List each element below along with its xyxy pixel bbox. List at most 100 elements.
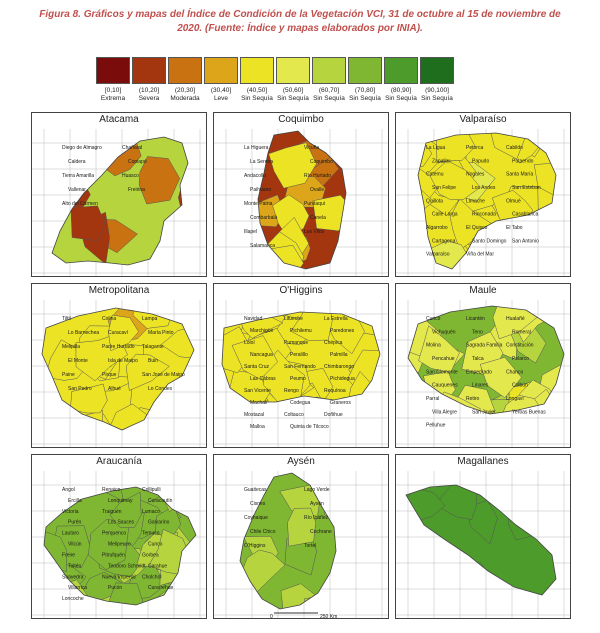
commune-label: Paine [62,372,75,378]
map-panel: La Higuera Vicuña La Serena Coquimbo Andacol… [213,112,389,277]
commune-label: Ovalle [310,187,324,193]
commune-label: Lo Condes [148,386,173,392]
region-title: Magallanes [457,456,509,467]
commune-label: Vilcún [68,542,82,548]
legend-class: Severa [138,94,160,102]
legend-swatch [168,57,202,84]
commune-label: Las Cabras [250,376,276,382]
commune-label: Río Hurtado [304,173,331,179]
legend-class: Sin Sequía [277,94,309,102]
commune-label: Litueche [284,316,303,322]
commune-label: Teno [472,329,483,335]
legend-label: (20,30] Moderada [162,87,208,102]
commune-label: Graneros [330,400,351,406]
legend-class: Sin Sequía [385,94,417,102]
region-map: La Ligua Petorca Cabildo Zapallar Papudo Puta… [396,129,570,276]
region-outline [51,136,189,266]
commune-label: La Higuera [244,145,269,151]
commune-label: Chile Chico [250,529,276,535]
commune-label: Peumo [290,376,306,382]
commune-label: Canela [310,215,326,221]
commune-label: Los Vilos [304,229,325,235]
commune-label: Malloa [250,424,265,430]
commune-label: Alto del Carmen [62,201,98,207]
commune-label: Tiltil [62,316,71,322]
commune-label: Lautaro [62,531,79,537]
commune-label: Lampa [142,316,158,322]
commune-shape [108,314,139,351]
commune-label: Cauquenes [432,383,458,389]
commune-label: Pelarco [512,356,529,362]
legend-range: (30,40] [210,87,232,94]
commune-label: Cochrane [310,529,332,535]
commune-label: Alhué [108,386,121,392]
commune-label: María Pinto [148,330,174,336]
commune-shape [164,415,194,430]
commune-shape [70,205,106,242]
commune-label: Victoria [62,509,79,515]
commune-shape [105,403,155,430]
commune-label: Valparaíso [426,252,450,258]
commune-label: Lolol [244,340,255,346]
commune-label: Buin [148,358,158,364]
commune-shape [159,222,188,265]
commune-label: Hualañé [506,316,525,322]
region-title: Maule [469,285,497,296]
commune-label: Licantén [466,316,485,322]
commune-label: Quinta de Tilcoco [290,424,329,430]
commune-label: Cunco [148,542,163,548]
region-outline [41,307,195,431]
legend-label: [0,10] Extrema [90,87,136,102]
commune-label: Pitrufquén [102,552,125,558]
commune-label: Peralillo [290,352,308,358]
region-title: Metropolitana [88,285,150,296]
legend-range: (50,60] [282,87,304,94]
commune-shape [280,583,324,609]
commune-label: Angol [62,487,75,493]
commune-shape [287,507,316,547]
commune-label: Longaví [506,396,524,402]
commune-label: Diego de Almagro [62,145,102,151]
legend-swatch [384,57,418,84]
commune-label: Vicuña [304,145,319,151]
commune-label: Tortel [304,543,316,549]
commune-label: Pumanque [284,340,308,346]
commune-label: Traiguén [102,509,122,515]
commune-label: Andacollo [244,173,266,179]
region-map-grid: Diego de Almagro Chañaral Caldera Copiapó Ti… [31,112,571,619]
legend-class: Sin Sequía [313,94,345,102]
commune-shape [268,142,317,189]
commune-label: Lago Verde [304,487,330,493]
commune-label: San Vicente [244,388,271,394]
commune-label: Santa Cruz [244,364,270,370]
commune-shape [63,410,104,430]
commune-label: Collipulli [142,487,161,493]
commune-label: Navidad [244,316,263,322]
commune-label: Chañaral [122,145,142,151]
commune-label: Vichuquén [432,329,456,335]
commune-label: Coltauco [284,412,304,418]
legend-label: (10,20] Severa [126,87,172,102]
commune-label: Tierra Amarilla [62,173,94,179]
legend-label: (30,40] Leve [198,87,244,102]
commune-label: Pencahue [432,356,455,362]
commune-label: Rengo [284,388,299,394]
legend-swatch [276,57,310,84]
region-outline [407,305,565,415]
caption-line-2: 2020. (Fuente: Índice y mapas elaborados… [177,23,423,34]
commune-label: Paredones [330,328,355,334]
commune-label: Papudo [472,158,489,164]
legend-range: (70,80] [354,87,376,94]
commune-shape [159,487,196,512]
scale-label: 250 Km [320,614,337,619]
commune-label: Cabildo [506,145,523,151]
legend-class: Extrema [100,94,126,102]
legend-class: Sin Sequía [349,94,381,102]
commune-shape [536,212,556,255]
commune-label: Loncoche [62,596,84,602]
commune-label: El Tabo [506,225,523,231]
commune-label: Casablanca [512,212,539,218]
commune-label: Curacaví [108,330,129,336]
scale-zero: 0 [270,614,273,619]
commune-label: Freire [62,552,75,558]
